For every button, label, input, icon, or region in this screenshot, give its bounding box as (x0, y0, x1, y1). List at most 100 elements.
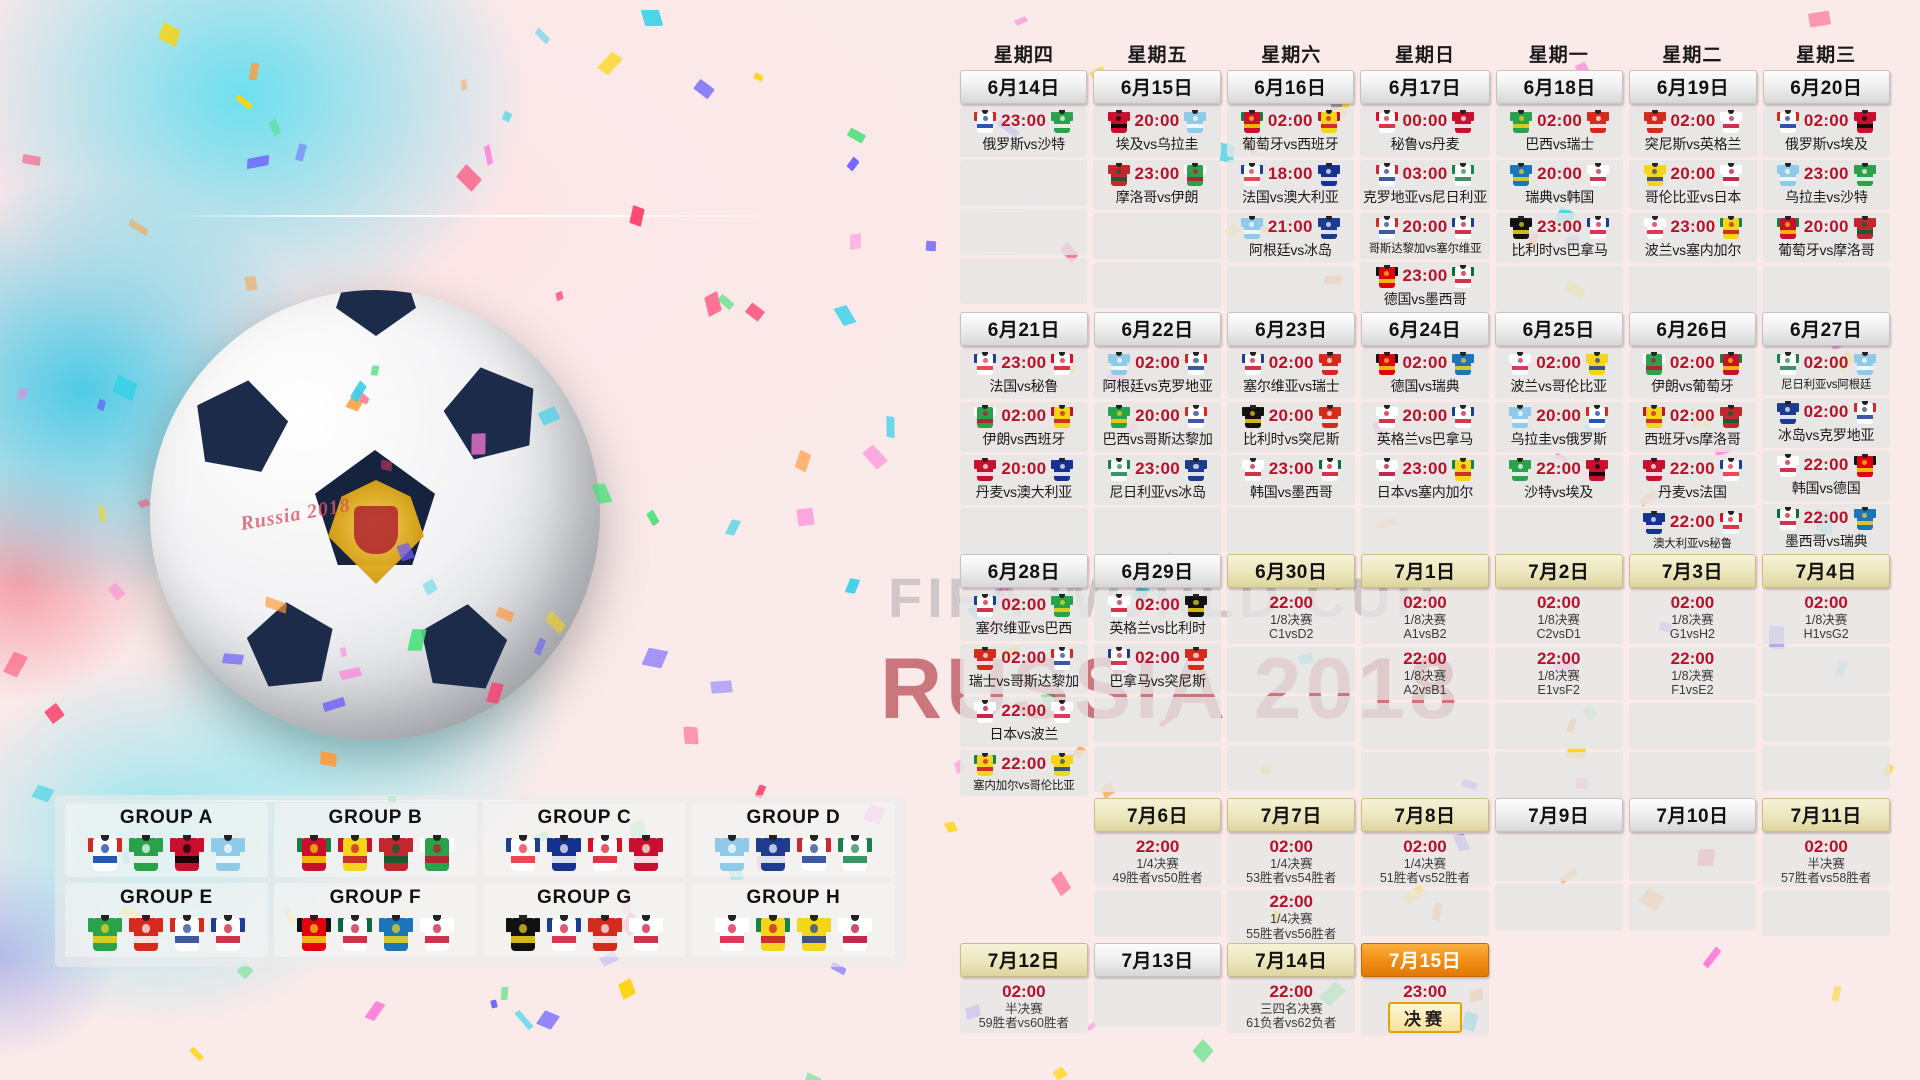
date-header[interactable]: 6月14日 (960, 70, 1088, 104)
knockout-cell[interactable]: 02:00 1/8决赛 G1vsH2 (1628, 591, 1757, 644)
match-cell[interactable]: 23:00 日本vs塞内加尔 (1361, 455, 1489, 505)
match-cell[interactable]: 02:00 塞尔维亚vs瑞士 (1227, 349, 1356, 399)
knockout-cell[interactable]: 23:00 决赛 (1361, 980, 1489, 1035)
match-cell[interactable]: 02:00 西班牙vs摩洛哥 (1628, 402, 1757, 452)
match-cell[interactable]: 02:00 俄罗斯vs埃及 (1762, 107, 1890, 157)
date-header[interactable]: 7月13日 (1093, 943, 1222, 977)
match-cell[interactable]: 23:00 波兰vs塞内加尔 (1629, 213, 1757, 263)
match-cell[interactable]: 02:00 伊朗vs葡萄牙 (1628, 349, 1757, 399)
date-header[interactable]: 7月14日 (1227, 943, 1356, 977)
date-header[interactable]: 7月4日 (1762, 554, 1890, 588)
match-cell[interactable]: 20:00 瑞典vs韩国 (1496, 160, 1624, 210)
match-cell[interactable]: 02:00 英格兰vs比利时 (1093, 591, 1222, 641)
match-cell[interactable]: 02:00 阿根廷vs克罗地亚 (1093, 349, 1222, 399)
match-cell[interactable]: 03:00 克罗地亚vs尼日利亚 (1360, 160, 1490, 210)
date-header[interactable]: 7月2日 (1494, 554, 1623, 588)
knockout-cell[interactable]: 22:00 1/8决赛 E1vsF2 (1494, 646, 1623, 700)
match-cell[interactable]: 20:00 丹麦vs澳大利亚 (960, 455, 1088, 505)
date-header[interactable]: 7月1日 (1361, 554, 1489, 588)
match-cell[interactable]: 02:00 塞尔维亚vs巴西 (960, 591, 1088, 641)
match-cell[interactable]: 22:00 塞内加尔vs哥伦比亚 (960, 750, 1088, 796)
date-header[interactable]: 7月15日 (1361, 943, 1489, 977)
date-header[interactable]: 7月9日 (1494, 797, 1623, 832)
date-header[interactable]: 6月20日 (1762, 70, 1890, 104)
group-box-group-g[interactable]: GROUP G (483, 883, 686, 957)
date-header[interactable]: 6月21日 (960, 312, 1088, 346)
date-header[interactable]: 6月25日 (1494, 312, 1623, 346)
match-cell[interactable]: 02:00 伊朗vs西班牙 (960, 402, 1088, 452)
date-header[interactable]: 7月11日 (1762, 797, 1890, 832)
match-cell[interactable]: 02:00 葡萄牙vs西班牙 (1226, 107, 1354, 157)
match-cell[interactable]: 22:00 墨西哥vs瑞典 (1762, 504, 1890, 554)
match-cell[interactable]: 20:00 乌拉圭vs俄罗斯 (1494, 402, 1623, 452)
date-header[interactable]: 6月26日 (1628, 312, 1757, 346)
match-cell[interactable]: 20:00 葡萄牙vs摩洛哥 (1762, 213, 1890, 263)
knockout-cell[interactable]: 02:00 半决赛 57胜者vs58胜者 (1762, 834, 1890, 888)
group-box-group-h[interactable]: GROUP H (692, 883, 895, 957)
match-cell[interactable]: 20:00 哥斯达黎加vs塞尔维亚 (1360, 213, 1490, 259)
date-header[interactable]: 6月18日 (1496, 70, 1624, 104)
match-cell[interactable]: 22:00 日本vs波兰 (960, 697, 1088, 747)
knockout-cell[interactable]: 02:00 1/8决赛 A1vsB2 (1361, 591, 1489, 644)
match-cell[interactable]: 23:00 尼日利亚vs冰岛 (1093, 455, 1222, 505)
knockout-cell[interactable]: 22:00 三四名决赛 61负者vs62负者 (1227, 980, 1356, 1033)
knockout-cell[interactable]: 02:00 1/4决赛 51胜者vs52胜者 (1361, 834, 1489, 888)
group-box-group-a[interactable]: GROUP A (65, 803, 268, 877)
group-box-group-c[interactable]: GROUP C (483, 803, 686, 877)
knockout-cell[interactable]: 02:00 1/8决赛 H1vsG2 (1762, 591, 1890, 644)
date-header[interactable]: 6月22日 (1093, 312, 1222, 346)
match-cell[interactable]: 23:00 乌拉圭vs沙特 (1762, 160, 1890, 210)
date-header[interactable]: 7月6日 (1093, 797, 1222, 832)
date-header[interactable]: 6月19日 (1629, 70, 1757, 104)
match-cell[interactable]: 20:00 比利时vs突尼斯 (1227, 402, 1356, 452)
knockout-cell[interactable]: 22:00 1/8决赛 C1vsD2 (1227, 591, 1356, 644)
date-header[interactable]: 6月24日 (1361, 312, 1489, 346)
knockout-cell[interactable]: 22:00 1/4决赛 49胜者vs50胜者 (1093, 834, 1222, 888)
match-cell[interactable]: 18:00 法国vs澳大利亚 (1226, 160, 1354, 210)
match-cell[interactable]: 00:00 秘鲁vs丹麦 (1360, 107, 1490, 157)
date-header[interactable]: 7月7日 (1227, 797, 1356, 832)
match-cell[interactable]: 23:00 俄罗斯vs沙特 (960, 107, 1088, 157)
date-header[interactable]: 7月10日 (1628, 797, 1757, 832)
date-header[interactable]: 6月30日 (1227, 554, 1356, 588)
match-cell[interactable]: 23:00 德国vs墨西哥 (1360, 262, 1490, 312)
date-header[interactable]: 6月23日 (1227, 312, 1356, 346)
knockout-cell[interactable]: 02:00 1/4决赛 53胜者vs54胜者 (1227, 834, 1356, 888)
match-cell[interactable]: 02:00 巴拿马vs突尼斯 (1093, 644, 1222, 694)
knockout-cell[interactable]: 02:00 1/8决赛 C2vsD1 (1494, 591, 1623, 644)
match-cell[interactable]: 02:00 冰岛vs克罗地亚 (1762, 398, 1890, 448)
knockout-cell[interactable]: 02:00 半决赛 59胜者vs60胜者 (960, 980, 1088, 1033)
match-cell[interactable]: 02:00 突尼斯vs英格兰 (1629, 107, 1757, 157)
date-header[interactable]: 6月16日 (1226, 70, 1354, 104)
match-cell[interactable]: 20:00 英格兰vs巴拿马 (1361, 402, 1489, 452)
date-header[interactable]: 7月3日 (1628, 554, 1757, 588)
match-cell[interactable]: 02:00 德国vs瑞典 (1361, 349, 1489, 399)
group-box-group-e[interactable]: GROUP E (65, 883, 268, 957)
match-cell[interactable]: 20:00 哥伦比亚vs日本 (1629, 160, 1757, 210)
match-cell[interactable]: 22:00 澳大利亚vs秘鲁 (1628, 508, 1757, 554)
match-cell[interactable]: 22:00 韩国vs德国 (1762, 451, 1890, 501)
match-cell[interactable]: 02:00 尼日利亚vs阿根廷 (1762, 349, 1890, 395)
knockout-cell[interactable]: 22:00 1/8决赛 F1vsE2 (1628, 646, 1757, 700)
match-cell[interactable]: 20:00 巴西vs哥斯达黎加 (1093, 402, 1222, 452)
match-cell[interactable]: 20:00 埃及vs乌拉圭 (1093, 107, 1221, 157)
group-box-group-f[interactable]: GROUP F (274, 883, 477, 957)
date-header[interactable]: 6月28日 (960, 554, 1088, 588)
match-cell[interactable]: 23:00 法国vs秘鲁 (960, 349, 1088, 399)
date-header[interactable]: 6月15日 (1093, 70, 1221, 104)
knockout-cell[interactable]: 22:00 1/8决赛 A2vsB1 (1361, 646, 1489, 700)
match-cell[interactable]: 22:00 丹麦vs法国 (1628, 455, 1757, 505)
knockout-cell[interactable]: 22:00 1/4决赛 55胜者vs56胜者 (1227, 890, 1356, 943)
match-cell[interactable]: 23:00 比利时vs巴拿马 (1496, 213, 1624, 263)
match-cell[interactable]: 02:00 巴西vs瑞士 (1496, 107, 1624, 157)
date-header[interactable]: 6月17日 (1360, 70, 1490, 104)
group-box-group-b[interactable]: GROUP B (274, 803, 477, 877)
match-cell[interactable]: 23:00 韩国vs墨西哥 (1227, 455, 1356, 505)
match-cell[interactable]: 02:00 波兰vs哥伦比亚 (1494, 349, 1623, 399)
match-cell[interactable]: 22:00 沙特vs埃及 (1494, 455, 1623, 505)
group-box-group-d[interactable]: GROUP D (692, 803, 895, 877)
date-header[interactable]: 6月29日 (1093, 554, 1222, 588)
date-header[interactable]: 6月27日 (1762, 312, 1890, 346)
date-header[interactable]: 7月8日 (1361, 797, 1489, 832)
match-cell[interactable]: 02:00 瑞士vs哥斯达黎加 (960, 644, 1088, 694)
